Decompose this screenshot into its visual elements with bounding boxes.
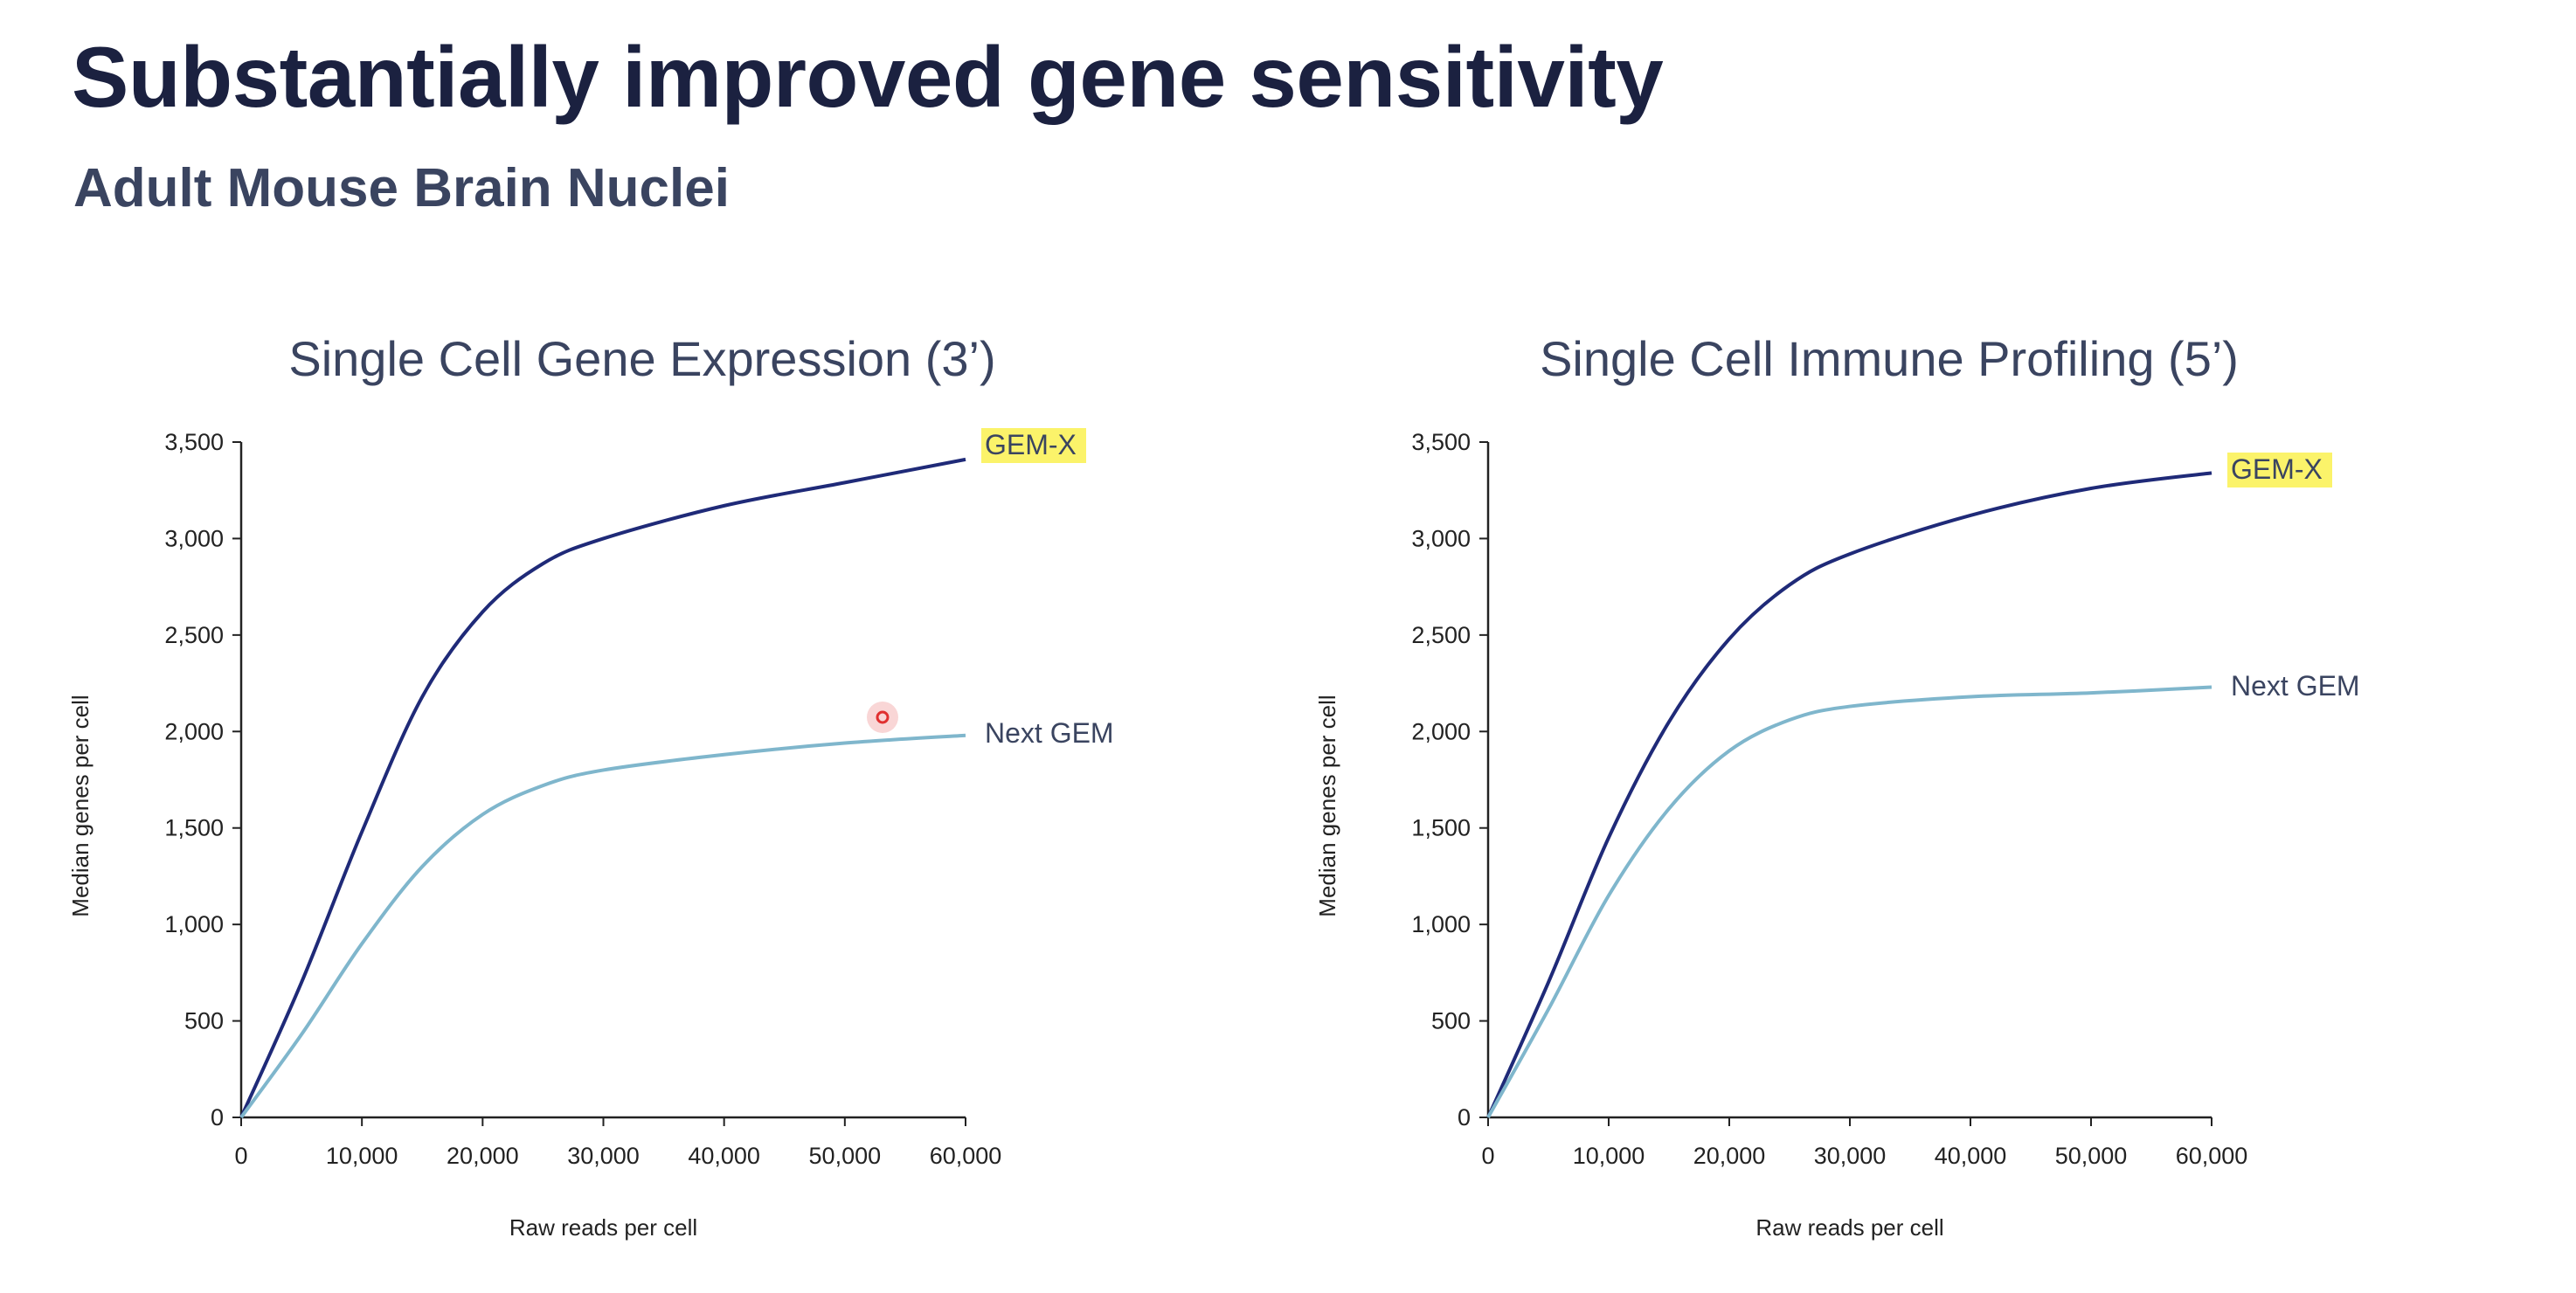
y-tick-label: 2,000: [164, 718, 224, 744]
cursor-dot-icon: [876, 710, 890, 724]
y-tick-label: 3,000: [1411, 525, 1471, 551]
y-axis-label: Median genes per cell: [1314, 695, 1340, 916]
y-tick-label: 0: [211, 1104, 224, 1131]
x-tick-label: 10,000: [326, 1143, 398, 1169]
y-tick-label: 3,000: [164, 525, 224, 551]
slide-subtitle: Adult Mouse Brain Nuclei: [73, 158, 730, 218]
y-tick-label: 500: [1431, 1008, 1471, 1034]
series-label-next-gem: Next GEM: [985, 717, 1114, 749]
y-tick-label: 1,000: [164, 911, 224, 937]
x-tick-label: 40,000: [688, 1143, 760, 1169]
x-tick-label: 60,000: [930, 1143, 1002, 1169]
y-tick-label: 500: [184, 1008, 224, 1034]
x-tick-label: 0: [1481, 1143, 1494, 1169]
series-label-gem-x: GEM-X: [2231, 453, 2323, 485]
y-axis-label: Median genes per cell: [67, 695, 93, 916]
y-tick-label: 2,500: [164, 622, 224, 648]
chart-title: Single Cell Gene Expression (3’): [288, 331, 995, 386]
series-line-gem-x: [1486, 471, 2212, 1118]
series-label-next-gem: Next GEM: [2231, 670, 2360, 702]
x-tick-label: 20,000: [1693, 1143, 1766, 1169]
x-tick-label: 30,000: [567, 1143, 640, 1169]
y-tick-label: 2,000: [1411, 718, 1471, 744]
y-tick-label: 3,500: [164, 429, 224, 455]
series-label-gem-x: GEM-X: [985, 429, 1077, 460]
y-tick-label: 1,500: [164, 815, 224, 841]
x-tick-label: 20,000: [447, 1143, 519, 1169]
x-tick-label: 0: [234, 1143, 247, 1169]
slide-title: Substantially improved gene sensitivity: [72, 29, 1664, 125]
y-tick-label: 3,500: [1411, 429, 1471, 455]
series-label-highlight: [981, 428, 1086, 463]
series-label-highlight: [2227, 453, 2332, 487]
chart-title: Single Cell Immune Profiling (5’): [1540, 331, 2239, 386]
x-tick-label: 60,000: [2176, 1143, 2248, 1169]
x-axis-label: Raw reads per cell: [1755, 1214, 1943, 1241]
y-tick-label: 1,000: [1411, 911, 1471, 937]
series-line-gem-x: [239, 457, 966, 1118]
y-tick-label: 0: [1458, 1104, 1471, 1131]
y-tick-label: 2,500: [1411, 622, 1471, 648]
y-tick-label: 1,500: [1411, 815, 1471, 841]
series-line-next-gem: [1486, 685, 2212, 1118]
x-tick-label: 50,000: [2055, 1143, 2128, 1169]
x-tick-label: 40,000: [1935, 1143, 2007, 1169]
cursor-halo-icon: [867, 702, 898, 733]
x-axis-label: Raw reads per cell: [509, 1214, 697, 1241]
x-tick-label: 30,000: [1814, 1143, 1887, 1169]
x-tick-label: 10,000: [1573, 1143, 1645, 1169]
series-line-next-gem: [239, 733, 966, 1119]
x-tick-label: 50,000: [809, 1143, 882, 1169]
chart-2: Single Cell Immune Profiling (5’) 0 500 1,0…: [1314, 331, 2360, 1241]
chart-1: Single Cell Gene Expression (3’) 0 500 1,00…: [67, 331, 1114, 1241]
